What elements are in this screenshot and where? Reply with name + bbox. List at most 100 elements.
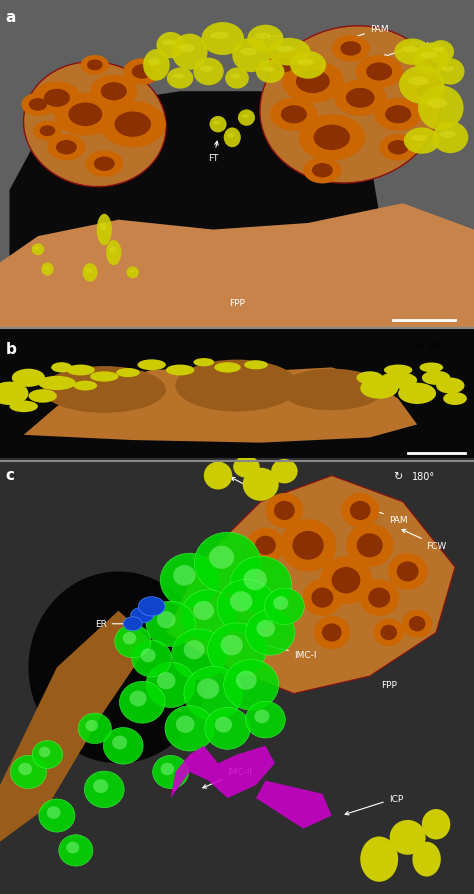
Ellipse shape (210, 117, 227, 133)
Ellipse shape (28, 572, 209, 763)
Circle shape (184, 667, 243, 721)
Text: FPP: FPP (229, 299, 245, 308)
Text: FPP: FPP (58, 94, 74, 103)
Ellipse shape (90, 372, 118, 383)
Ellipse shape (200, 66, 213, 72)
Text: PAM: PAM (355, 503, 407, 524)
Circle shape (176, 716, 194, 733)
Ellipse shape (167, 69, 193, 89)
Text: FCW: FCW (402, 530, 447, 550)
Text: FCW: FCW (383, 41, 428, 58)
Circle shape (408, 79, 446, 105)
Circle shape (246, 528, 284, 563)
Circle shape (66, 841, 79, 854)
Text: b: b (6, 342, 17, 357)
Ellipse shape (243, 468, 279, 502)
Ellipse shape (34, 248, 40, 250)
Circle shape (93, 780, 108, 793)
Text: FT: FT (209, 142, 219, 163)
Circle shape (94, 157, 115, 172)
Ellipse shape (408, 78, 428, 86)
Circle shape (379, 135, 417, 161)
Ellipse shape (442, 67, 455, 72)
Circle shape (385, 106, 411, 124)
Circle shape (90, 76, 137, 108)
Ellipse shape (43, 367, 166, 413)
Circle shape (302, 579, 342, 616)
Ellipse shape (433, 47, 445, 53)
Ellipse shape (109, 248, 116, 254)
Circle shape (103, 728, 143, 764)
Circle shape (366, 63, 392, 81)
Ellipse shape (100, 224, 107, 231)
Ellipse shape (9, 401, 38, 413)
Circle shape (340, 42, 361, 56)
Ellipse shape (260, 27, 442, 184)
Circle shape (220, 635, 243, 655)
Circle shape (402, 610, 432, 638)
Circle shape (78, 713, 111, 744)
Circle shape (341, 493, 379, 528)
Ellipse shape (290, 52, 326, 80)
Text: ICP: ICP (345, 794, 403, 815)
Ellipse shape (214, 363, 241, 373)
Circle shape (197, 679, 219, 699)
Circle shape (356, 56, 403, 89)
Circle shape (56, 141, 77, 156)
Circle shape (217, 579, 276, 634)
Ellipse shape (390, 820, 426, 855)
Ellipse shape (210, 32, 229, 40)
Ellipse shape (138, 597, 165, 616)
Circle shape (39, 746, 50, 757)
Circle shape (119, 681, 165, 723)
Ellipse shape (436, 59, 465, 86)
Circle shape (44, 89, 70, 108)
Ellipse shape (0, 383, 28, 406)
Text: ER: ER (95, 620, 138, 628)
Circle shape (29, 99, 47, 112)
Circle shape (100, 102, 166, 148)
Text: IMC-II: IMC-II (203, 768, 253, 789)
Ellipse shape (422, 809, 450, 839)
Text: FPP: FPP (267, 35, 283, 44)
Text: a: a (6, 10, 16, 25)
Circle shape (115, 113, 151, 138)
Ellipse shape (427, 99, 447, 109)
Circle shape (281, 106, 307, 124)
Ellipse shape (116, 368, 140, 377)
Ellipse shape (224, 129, 241, 148)
Ellipse shape (268, 38, 310, 66)
Circle shape (346, 524, 393, 568)
Ellipse shape (241, 115, 249, 119)
Circle shape (282, 61, 344, 104)
Circle shape (274, 59, 295, 73)
Circle shape (18, 763, 32, 775)
Polygon shape (171, 746, 275, 798)
Ellipse shape (247, 26, 283, 54)
Circle shape (230, 557, 292, 613)
Text: 180°: 180° (412, 472, 436, 482)
Ellipse shape (238, 110, 255, 127)
Ellipse shape (156, 33, 185, 59)
Circle shape (59, 835, 93, 866)
Circle shape (129, 691, 147, 706)
Ellipse shape (271, 460, 298, 484)
Ellipse shape (175, 360, 299, 412)
Circle shape (274, 502, 295, 520)
Ellipse shape (12, 369, 45, 387)
Circle shape (100, 83, 127, 101)
Ellipse shape (193, 358, 214, 367)
Ellipse shape (418, 86, 464, 131)
Circle shape (296, 71, 330, 94)
Ellipse shape (179, 45, 195, 53)
Circle shape (356, 534, 383, 558)
Circle shape (256, 620, 275, 637)
Circle shape (32, 741, 63, 769)
Circle shape (205, 708, 250, 749)
Ellipse shape (73, 381, 97, 391)
Ellipse shape (24, 63, 166, 188)
Circle shape (254, 710, 269, 723)
Circle shape (374, 98, 422, 131)
Circle shape (132, 65, 153, 80)
Polygon shape (0, 611, 152, 842)
